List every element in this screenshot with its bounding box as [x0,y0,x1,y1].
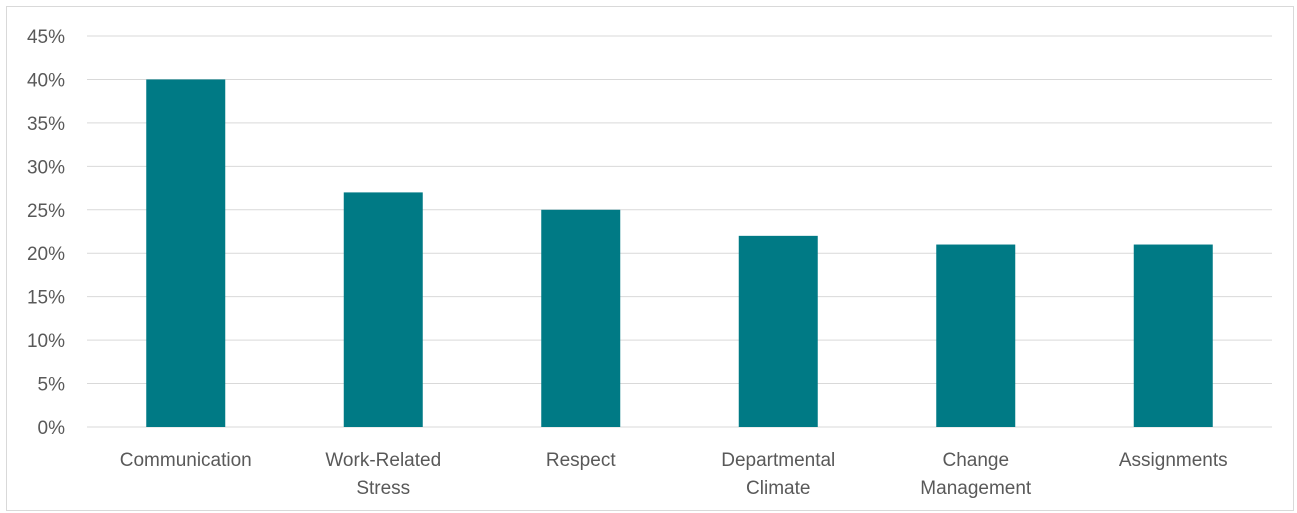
gridlines [87,35,1272,428]
bar [1133,244,1213,427]
y-tick-label: 10% [27,331,65,352]
bar [146,79,226,427]
x-tick-label: Assignments [1119,450,1228,471]
x-tick-label-line: Work-Related [325,450,441,471]
x-tick-label: Change Management [920,450,1032,499]
y-tick-label: 5% [38,375,66,396]
y-tick-label: 40% [27,70,65,91]
bar [541,209,621,427]
x-tick-label-line: Assignments [1119,450,1228,471]
y-tick-label: 25% [27,201,65,222]
x-tick-label-line: Stress [356,478,410,499]
x-axis-tick-labels: Communication Work-Related Stress Respect De… [120,450,1228,499]
bar [936,244,1016,427]
bar [738,235,818,427]
x-tick-label: Departmental Climate [721,450,835,499]
y-tick-label: 20% [27,244,65,265]
x-tick-label-line: Climate [746,478,810,499]
y-tick-label: 35% [27,114,65,135]
x-tick-label: Respect [546,450,616,471]
x-tick-label-line: Management [920,478,1032,499]
x-tick-label-line: Change [942,450,1009,471]
x-tick-label-line: Communication [120,450,252,471]
y-axis-tick-labels: 0% 5% 10% 15% 20% 25% 30% 35% 40% 45% [27,27,65,439]
x-tick-label-line: Departmental [721,450,835,471]
x-tick-label-line: Respect [546,450,616,471]
bars [146,79,1213,427]
y-tick-label: 45% [27,27,65,48]
bar [343,192,423,427]
x-tick-label: Work-Related Stress [325,450,441,499]
y-tick-label: 30% [27,157,65,178]
y-tick-label: 0% [38,418,66,439]
x-tick-label: Communication [120,450,252,471]
y-tick-label: 15% [27,288,65,309]
